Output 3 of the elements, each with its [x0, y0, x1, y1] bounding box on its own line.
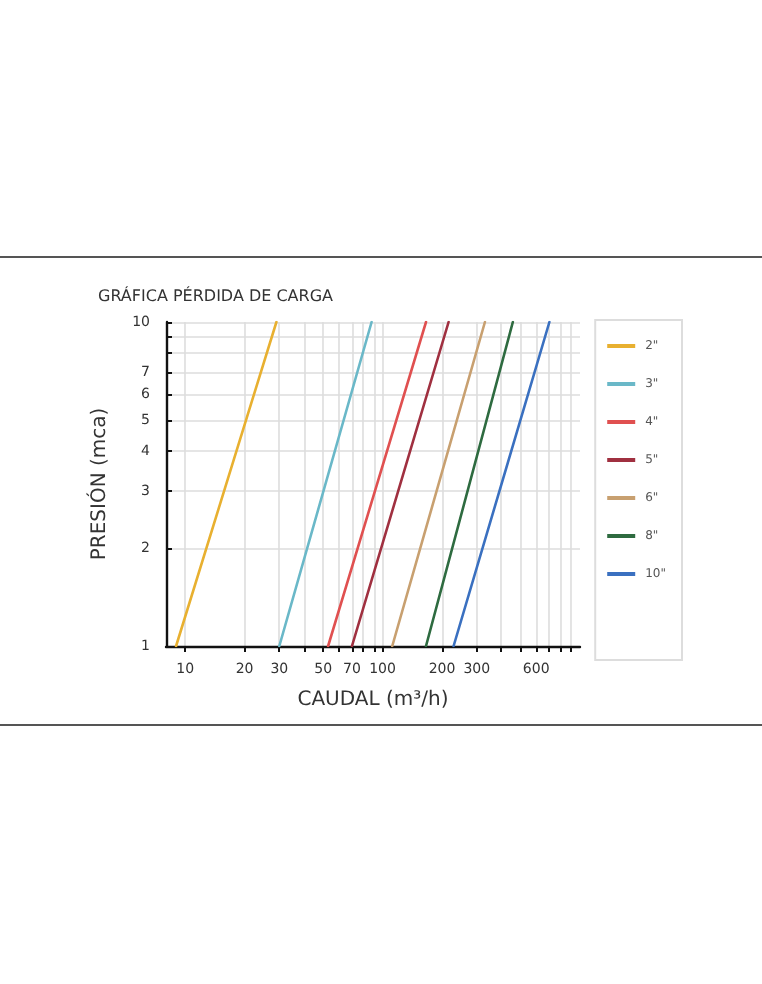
x-axis-title: CAUDAL (m³/h) — [297, 689, 449, 711]
y-axis-title: PRESIÓN (mca) — [85, 407, 112, 561]
chart-title: GRÁFICA PÉRDIDA DE CARGA — [98, 285, 335, 305]
